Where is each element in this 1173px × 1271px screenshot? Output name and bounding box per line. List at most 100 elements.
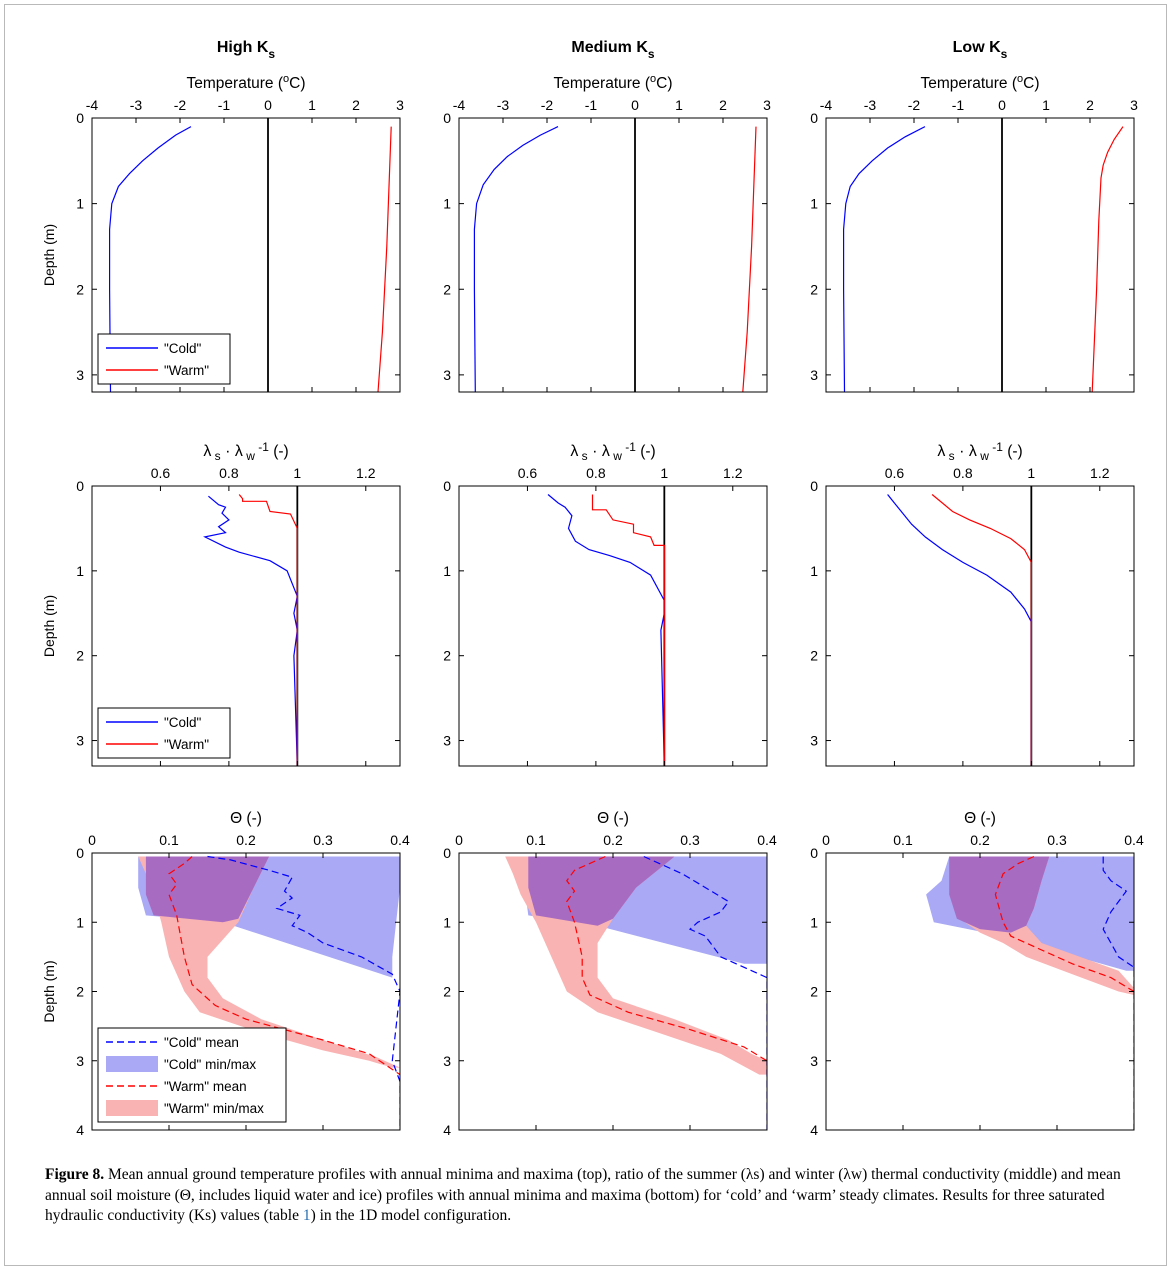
x-tick-label: -4 <box>453 97 466 113</box>
x-tick-label: 2 <box>1086 97 1094 113</box>
legend-label: "Warm" mean <box>164 1079 247 1094</box>
x-tick-label: -3 <box>864 97 877 113</box>
y-tick-label: 0 <box>76 110 84 126</box>
column-title-main: Medium K <box>571 39 648 56</box>
panel-soil_moisture-6: 0 0.1 0.2 0.3 0.4 0 1 2 3 4 Θ (-) Depth (m) "Cold" m… <box>41 810 410 1138</box>
caption-table-link[interactable]: 1 <box>302 1207 311 1224</box>
series--warm- <box>1091 126 1124 392</box>
x-axis-label-part: C) <box>656 75 672 92</box>
x-axis-label: λ s · λ w -1 (-) <box>203 440 288 463</box>
x-tick-label: -1 <box>952 97 965 113</box>
y-tick-label: 1 <box>76 563 84 579</box>
series--cold- <box>547 494 665 766</box>
y-tick-label: 1 <box>76 914 84 930</box>
y-tick-label: 1 <box>443 563 451 579</box>
panel-soil_moisture-8: 0 0.1 0.2 0.3 0.4 0 1 2 3 4 Θ (-) <box>810 810 1144 1138</box>
legend-label: "Warm" min/max <box>164 1101 264 1116</box>
series--warm- <box>931 494 1032 766</box>
x-tick-label: 1 <box>675 97 683 113</box>
x-tick-label: -2 <box>908 97 921 113</box>
y-tick-label: 3 <box>810 367 818 383</box>
x-axis-label: Temperature (oC) <box>921 73 1040 92</box>
x-axis-label-part: λ <box>937 443 945 460</box>
column-title-2: Low Ks <box>953 39 1008 61</box>
column-title-text: Medium Ks <box>571 39 654 61</box>
axes-box <box>91 485 401 767</box>
x-tick-label: 0.1 <box>159 832 179 848</box>
panel-conductivity_ratio-3: 0.6 0.8 1 1.2 0 1 2 3 λ s · λ w -1 (-) Depth (m) "… <box>41 440 401 767</box>
x-tick-label: -4 <box>820 97 833 113</box>
x-axis-label-part: · <box>955 443 969 460</box>
y-tick-label: 0 <box>76 845 84 861</box>
panel-temperature-0: -4 -3 -2 -1 0 1 2 3 0 1 2 3 Temperature (oC) Depth (m… <box>41 73 404 393</box>
x-tick-label: 3 <box>1130 97 1138 113</box>
y-tick-label: 1 <box>443 196 451 212</box>
band-overlap <box>145 856 270 923</box>
x-axis-label-part: Temperature ( <box>187 75 284 92</box>
x-tick-label: 0.8 <box>586 465 606 481</box>
legend-swatch <box>106 1056 158 1072</box>
legend-item: "Warm" min/max <box>106 1100 264 1116</box>
legend-box <box>97 1027 287 1123</box>
column-title-sub: s <box>1001 47 1008 61</box>
x-axis-label-part: C) <box>1023 75 1039 92</box>
y-tick-label: 4 <box>443 1122 451 1138</box>
y-tick-label: 3 <box>810 733 818 749</box>
x-axis-label-part: o <box>283 73 289 85</box>
y-tick-label: 2 <box>810 648 818 664</box>
x-tick-label: -4 <box>86 97 99 113</box>
column-title-sub: s <box>648 47 655 61</box>
y-axis-label: Depth (m) <box>41 224 57 286</box>
column-title-sub: s <box>268 47 275 61</box>
x-axis-label-part: λ <box>969 443 977 460</box>
axes-box <box>458 485 768 767</box>
x-tick-label: 0.8 <box>219 465 239 481</box>
x-axis-label-part: -1 <box>989 440 1003 454</box>
x-tick-label: 0 <box>455 832 463 848</box>
y-tick-label: 0 <box>76 478 84 494</box>
series--cold- <box>203 495 298 766</box>
caption-label: Figure 8. <box>45 1166 105 1183</box>
y-tick-label: 0 <box>810 110 818 126</box>
x-axis-label-part: w <box>243 449 255 463</box>
y-tick-label: 0 <box>810 845 818 861</box>
x-tick-label: -1 <box>585 97 598 113</box>
legend-swatch <box>106 1100 158 1116</box>
series--cold-mean <box>643 855 767 1130</box>
plot-area <box>138 855 400 1130</box>
y-tick-label: 4 <box>810 1122 818 1138</box>
legend-item: "Warm" <box>106 363 209 378</box>
figure-plots: High Ks Medium Ks Low Ks-4 -3 -2 -1 0 1 2 30123Te… <box>41 39 1144 1138</box>
x-tick-label: 0 <box>998 97 1006 113</box>
legend-item: "Warm" mean <box>106 1079 247 1094</box>
column-title-1: Medium Ks <box>571 39 654 61</box>
axes-box <box>91 117 401 393</box>
x-tick-label: 0.1 <box>893 832 913 848</box>
x-tick-label: 0.6 <box>151 465 171 481</box>
x-axis-label-part: s <box>578 449 587 463</box>
x-tick-label: 1 <box>1042 97 1050 113</box>
y-axis-label: Depth (m) <box>41 960 57 1022</box>
legend-item: "Cold" mean <box>106 1035 239 1050</box>
y-tick-label: 1 <box>810 196 818 212</box>
y-tick-label: 3 <box>443 1053 451 1069</box>
x-axis-label-part: Temperature ( <box>554 75 651 92</box>
series--cold- <box>109 126 192 392</box>
x-axis-label-part: o <box>650 73 656 85</box>
plot-area <box>505 855 767 1130</box>
x-axis-label: Θ (-) <box>597 810 629 827</box>
x-axis-label: λ s · λ w -1 (-) <box>570 440 655 463</box>
band-overlap <box>949 856 1050 933</box>
column-title-main: Low K <box>953 39 1001 56</box>
y-tick-label: 2 <box>76 281 84 297</box>
plot-area <box>203 486 299 766</box>
column-title-text: Low Ks <box>953 39 1008 61</box>
x-axis-label-part: · <box>221 443 235 460</box>
legend-label: "Warm" <box>164 737 209 752</box>
x-tick-label: 0.3 <box>680 832 700 848</box>
x-tick-label: 0.8 <box>953 465 973 481</box>
x-axis-label-part: (-) <box>269 443 289 460</box>
caption-text-2: ) in the 1D model configuration. <box>310 1207 512 1224</box>
x-tick-label: 0.4 <box>390 832 410 848</box>
x-axis-label: Temperature (oC) <box>187 73 306 92</box>
